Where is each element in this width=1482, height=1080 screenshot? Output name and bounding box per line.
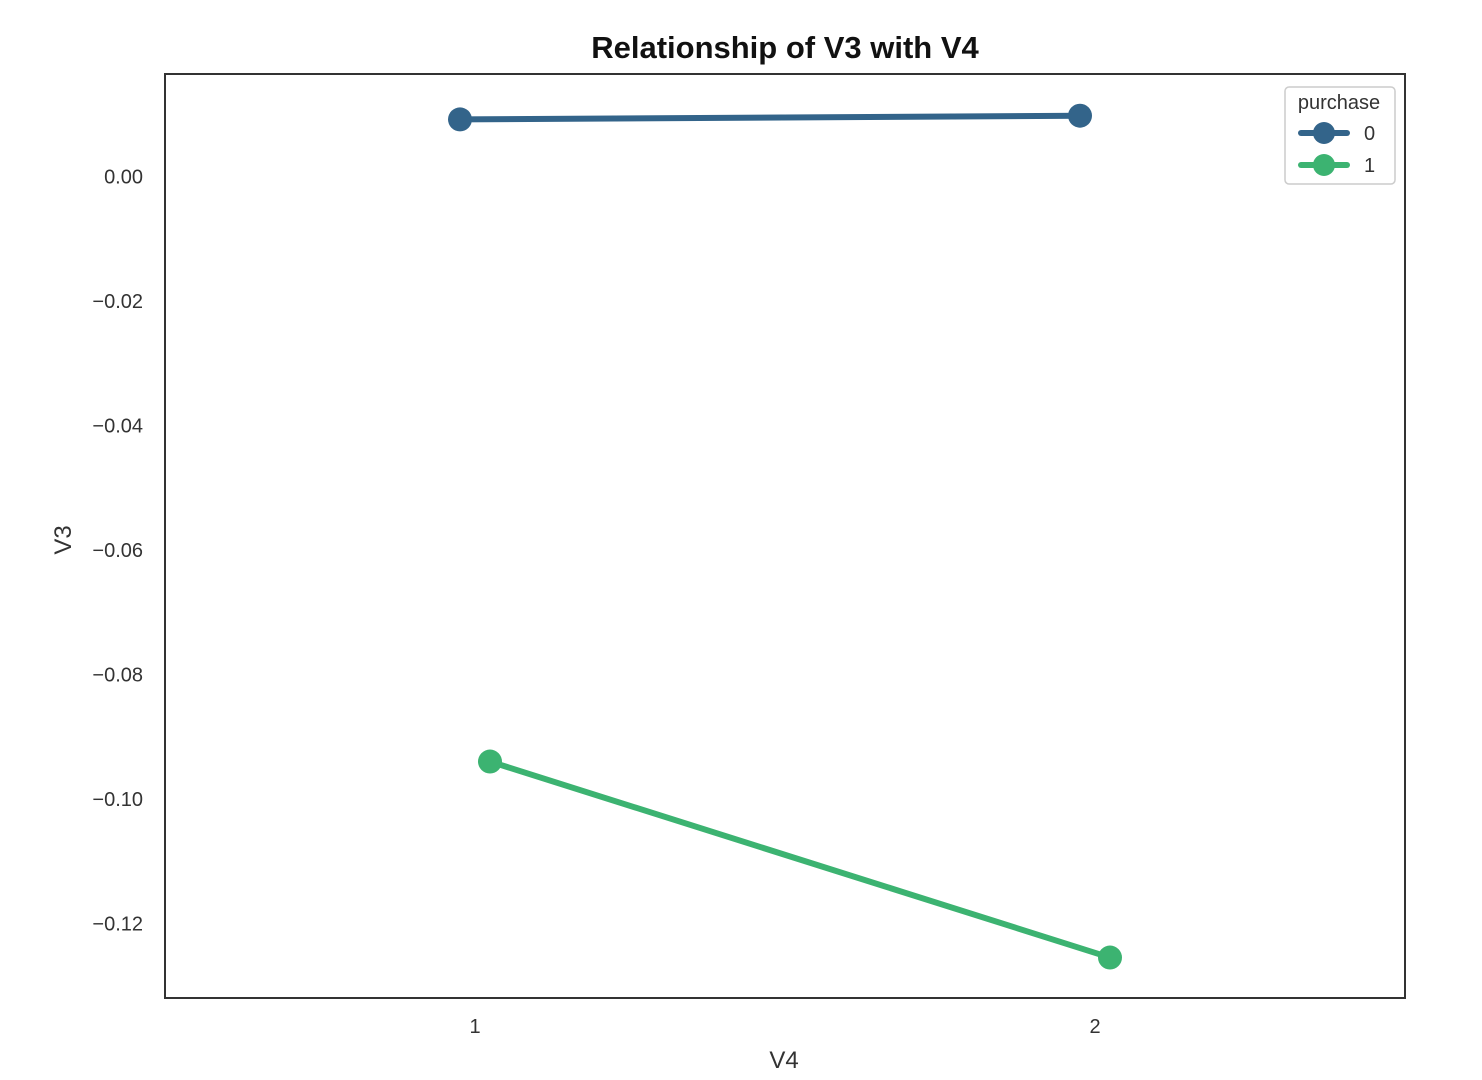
x-tick-label: 2	[1089, 1016, 1100, 1038]
y-tick-label: −0.08	[92, 664, 143, 686]
series-0	[448, 103, 1092, 132]
y-tick-label: −0.10	[92, 789, 143, 811]
legend-label: 0	[1364, 123, 1375, 145]
legend-entry: 0	[1298, 122, 1375, 145]
data-point	[1068, 103, 1092, 128]
data-point	[448, 107, 472, 132]
series-1	[478, 749, 1122, 970]
series-line	[457, 112, 1083, 123]
y-axis-ticks: 0.00 −0.02 −0.04 −0.06 −0.08 −0.10 −0.12	[92, 167, 143, 936]
y-tick-label: −0.02	[92, 291, 143, 313]
legend-entries: 01	[1298, 122, 1375, 177]
x-axis-label: V4	[769, 1047, 798, 1074]
x-tick-label: 1	[469, 1016, 480, 1038]
legend-title: purchase	[1298, 92, 1380, 114]
y-tick-label: −0.06	[92, 540, 143, 562]
chart-title: Relationship of V3 with V4	[591, 30, 979, 65]
series-line	[487, 758, 1113, 961]
legend-marker	[1313, 154, 1335, 176]
legend: purchase 01	[1284, 86, 1396, 185]
data-point	[478, 749, 502, 774]
y-tick-label: 0.00	[104, 167, 143, 189]
plot-area-frame	[164, 73, 1406, 999]
legend-entry: 1	[1298, 154, 1375, 177]
y-tick-label: −0.12	[92, 913, 143, 935]
series-layer	[448, 103, 1122, 970]
data-point	[1098, 945, 1122, 970]
y-axis-label: V3	[50, 525, 77, 554]
legend-marker	[1313, 122, 1335, 144]
legend-label: 1	[1364, 155, 1375, 177]
y-tick-label: −0.04	[92, 416, 143, 438]
